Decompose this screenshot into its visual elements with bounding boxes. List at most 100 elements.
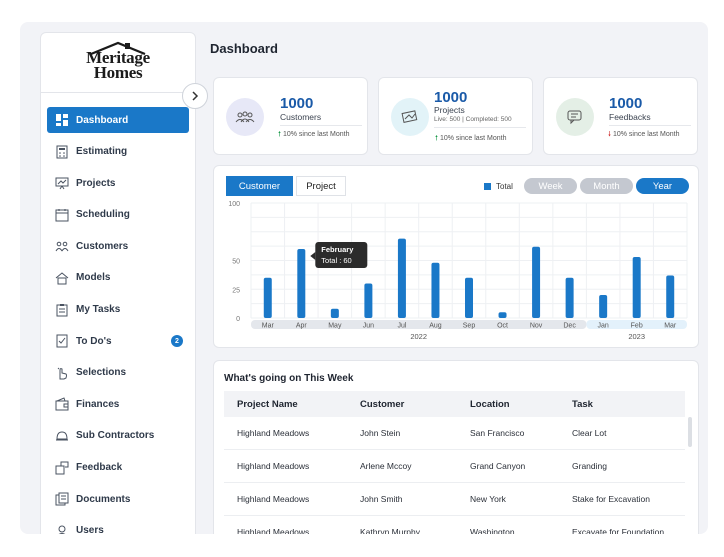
bar-aug bbox=[431, 262, 440, 318]
period-year-button[interactable]: Year bbox=[636, 178, 689, 194]
roof-icon bbox=[90, 41, 146, 55]
period-week-button[interactable]: Week bbox=[524, 178, 577, 194]
arrow-up-icon: 🠕 bbox=[435, 135, 439, 142]
table-row[interactable]: Highland Meadows Arlene Mccoy Grand Canyon… bbox=[224, 450, 685, 483]
table-cell: Grand Canyon bbox=[470, 461, 526, 471]
bar-mar bbox=[666, 275, 675, 318]
house-icon bbox=[55, 272, 69, 285]
sidebar-item-customers[interactable]: Customers bbox=[47, 233, 189, 259]
sidebar-item-label: Projects bbox=[76, 177, 116, 189]
tooltip-value: Total : 60 bbox=[321, 256, 351, 265]
page-title: Dashboard bbox=[210, 41, 278, 56]
arrow-down-icon: 🠗 bbox=[608, 131, 612, 138]
table-scrollbar[interactable] bbox=[688, 417, 692, 447]
bar-dec bbox=[565, 277, 574, 318]
sidebar-item-label: Users bbox=[76, 525, 104, 534]
projects-delta-text: 10% since last Month bbox=[439, 135, 507, 142]
tab-project[interactable]: Project bbox=[296, 176, 346, 196]
table-row[interactable]: Highland Meadows John Stein San Francisco C… bbox=[224, 417, 685, 450]
bar-may bbox=[330, 308, 339, 318]
sidebar-item-finances[interactable]: Finances bbox=[47, 391, 189, 417]
chart-legend[interactable]: Total bbox=[484, 182, 513, 191]
sidebar-item-users[interactable]: Users bbox=[47, 518, 189, 534]
sidebar-item-scheduling[interactable]: Scheduling bbox=[47, 202, 189, 228]
column-header[interactable]: Customer bbox=[360, 398, 405, 410]
sidebar-item-documents[interactable]: Documents bbox=[47, 486, 189, 512]
period-month-button[interactable]: Month bbox=[580, 178, 633, 194]
sidebar-item-dashboard[interactable]: Dashboard bbox=[47, 107, 189, 133]
company-logo[interactable]: Meritage Homes bbox=[41, 33, 195, 93]
table-cell: Highland Meadows bbox=[237, 461, 310, 471]
sidebar-item-label: Estimating bbox=[76, 146, 128, 158]
feedback-icon bbox=[556, 98, 594, 136]
pointer-icon bbox=[57, 367, 67, 380]
sidebar-item-label: To Do's bbox=[76, 335, 112, 347]
table-row[interactable]: Highland Meadows Kathryn Murphy Washington… bbox=[224, 516, 685, 534]
y-tick-label: 0 bbox=[236, 316, 240, 323]
sidebar-item-label: Documents bbox=[76, 493, 131, 505]
x-axis-band-2022 bbox=[251, 320, 587, 329]
x-tick-label: Nov bbox=[530, 323, 543, 330]
table-header: Project Name Customer Location Task bbox=[224, 391, 685, 417]
sidebar-item-sub-contractors[interactable]: Sub Contractors bbox=[47, 423, 189, 449]
bar-sep bbox=[465, 277, 473, 318]
sidebar-item-models[interactable]: Models bbox=[47, 265, 189, 291]
chevron-right-icon bbox=[192, 91, 199, 101]
bar-jun bbox=[364, 283, 373, 318]
table-cell: Granding bbox=[572, 461, 607, 471]
customers-icon bbox=[226, 98, 264, 136]
projects-breakdown: Live: 500 | Completed: 500 bbox=[434, 116, 512, 123]
table-cell: Highland Meadows bbox=[237, 494, 310, 504]
customers-delta-text: 10% since last Month bbox=[282, 131, 350, 138]
feedbacks-value: 1000 bbox=[609, 95, 643, 112]
sidebar: Meritage Homes Dashboard Estimating Projec… bbox=[40, 32, 196, 534]
legend-swatch bbox=[484, 183, 491, 190]
divider bbox=[280, 125, 362, 126]
table-cell: San Francisco bbox=[470, 428, 525, 438]
bar-oct bbox=[498, 312, 507, 318]
sidebar-item-label: Dashboard bbox=[76, 114, 129, 126]
table-cell: Excavate for Foundation bbox=[572, 527, 665, 534]
table-cell: Clear Lot bbox=[572, 428, 607, 438]
tooltip-pointer bbox=[310, 252, 316, 260]
table-cell: Highland Meadows bbox=[237, 428, 310, 438]
bar-apr bbox=[297, 249, 306, 318]
x-tick-label: Apr bbox=[296, 323, 308, 330]
stat-card-feedbacks[interactable]: 1000 Feedbacks 🠗 10% since last Month bbox=[543, 77, 698, 155]
sidebar-nav: Dashboard Estimating Projects Scheduling Cus… bbox=[47, 107, 189, 534]
column-header[interactable]: Task bbox=[572, 398, 593, 410]
sidebar-item-to-do-s[interactable]: To Do's 2 bbox=[47, 328, 189, 354]
sidebar-item-feedback[interactable]: Feedback bbox=[47, 455, 189, 481]
checklist-icon bbox=[56, 334, 68, 348]
divider bbox=[434, 127, 526, 128]
x-tick-label: Jan bbox=[598, 323, 609, 330]
people-icon bbox=[55, 242, 69, 252]
x-tick-label: Aug bbox=[429, 323, 442, 330]
table-row[interactable]: Highland Meadows John Smith New York Stake … bbox=[224, 483, 685, 516]
tab-customer[interactable]: Customer bbox=[226, 176, 293, 196]
sidebar-item-label: Scheduling bbox=[76, 209, 130, 221]
stat-card-customers[interactable]: 1000 Customers 🠕 10% since last Month bbox=[213, 77, 368, 155]
projects-delta: 🠕 10% since last Month bbox=[435, 134, 507, 145]
sidebar-item-label: Models bbox=[76, 272, 111, 284]
table-cell: New York bbox=[470, 494, 506, 504]
x-tick-label: Mar bbox=[262, 323, 275, 330]
app-frame: Meritage Homes Dashboard Estimating Projec… bbox=[20, 22, 708, 534]
tooltip-title: February bbox=[321, 245, 354, 254]
column-header[interactable]: Location bbox=[470, 398, 510, 410]
customers-value: 1000 bbox=[280, 95, 314, 112]
bar-jul bbox=[397, 238, 406, 318]
sidebar-item-estimating[interactable]: Estimating bbox=[47, 139, 189, 165]
x-tick-label: Dec bbox=[563, 323, 576, 330]
column-header[interactable]: Project Name bbox=[237, 398, 298, 410]
sidebar-item-my-tasks[interactable]: My Tasks bbox=[47, 297, 189, 323]
stat-card-projects[interactable]: 1000 Projects Live: 500 | Completed: 500… bbox=[378, 77, 533, 155]
y-tick-label: 25 bbox=[232, 287, 240, 294]
sidebar-item-label: Feedback bbox=[76, 462, 123, 474]
sidebar-item-projects[interactable]: Projects bbox=[47, 170, 189, 196]
customers-delta: 🠕 10% since last Month bbox=[278, 130, 350, 141]
legend-label: Total bbox=[496, 182, 513, 191]
collapse-sidebar-button[interactable] bbox=[182, 83, 208, 109]
sidebar-item-selections[interactable]: Selections bbox=[47, 360, 189, 386]
bar-mar bbox=[263, 277, 272, 318]
